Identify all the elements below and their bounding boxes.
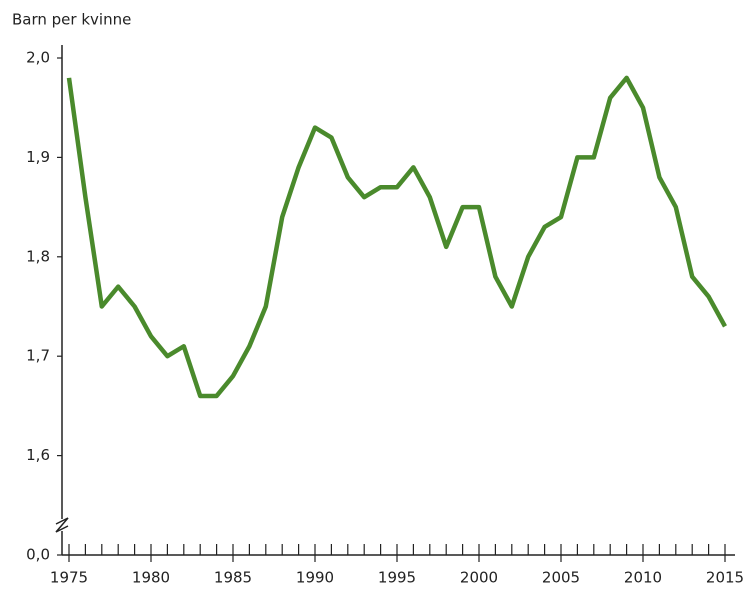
data-line xyxy=(66,75,727,399)
y-tick-label: 1,9 xyxy=(26,148,50,166)
x-tick-label: 2015 xyxy=(706,569,744,587)
x-tick-label: 2000 xyxy=(460,569,498,587)
axis-break xyxy=(55,517,69,533)
y-tick-label: 2,0 xyxy=(26,49,50,67)
y-tick-label: 1,8 xyxy=(26,247,50,265)
y-tick-label: 1,6 xyxy=(26,446,50,464)
x-tick-label: 1980 xyxy=(132,569,170,587)
x-tick-label: 1975 xyxy=(50,569,88,587)
x-tick-label: 1995 xyxy=(378,569,416,587)
x-tick-label: 1985 xyxy=(214,569,252,587)
x-tick-label: 1990 xyxy=(296,569,334,587)
y-tick-label: 0,0 xyxy=(26,546,50,564)
y-axis-label: Barn per kvinne xyxy=(12,11,131,29)
x-tick-label: 2005 xyxy=(542,569,580,587)
y-tick-label: 1,7 xyxy=(26,347,50,365)
x-tick-label: 2010 xyxy=(624,569,662,587)
